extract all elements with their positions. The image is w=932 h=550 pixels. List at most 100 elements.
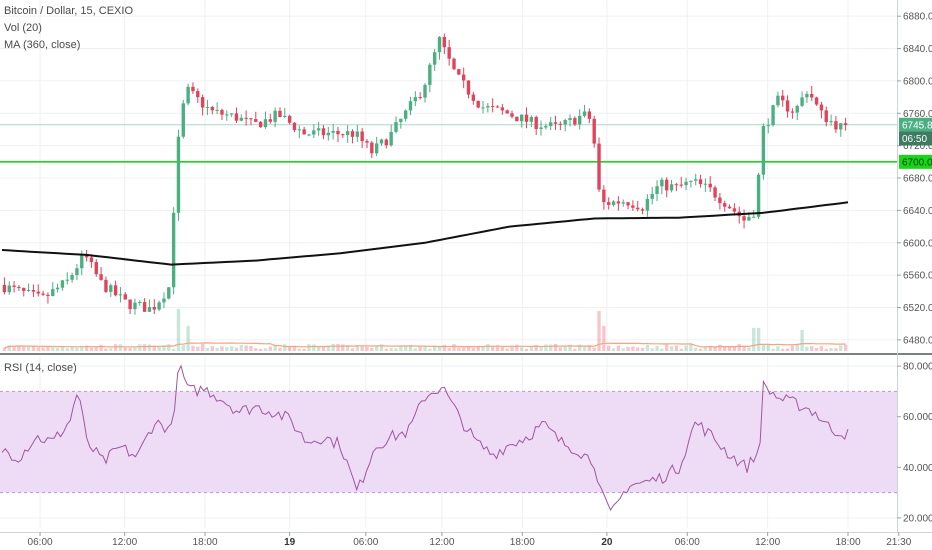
candle-body <box>834 121 838 130</box>
candle-body <box>461 74 466 81</box>
volume-ma-line <box>4 342 846 349</box>
volume-bar <box>843 344 848 351</box>
candle-body <box>621 202 625 204</box>
volume-legend[interactable]: Vol (20) <box>4 22 42 34</box>
candle-body <box>316 128 321 131</box>
volume-bar <box>239 345 243 351</box>
time-tick-label: 06:00 <box>28 537 53 548</box>
candle-body <box>829 121 833 123</box>
candle-body <box>529 116 534 122</box>
candle-body <box>60 280 65 288</box>
candle-body <box>694 179 698 181</box>
price-tick-label: 6680.00 <box>903 174 932 185</box>
candle-body <box>118 294 123 296</box>
candle-body <box>326 132 331 136</box>
volume-bar <box>365 346 369 351</box>
candle-body <box>510 113 514 117</box>
candle-body <box>258 121 263 128</box>
volume-bar <box>563 345 567 351</box>
volume-bar <box>254 348 258 351</box>
volume-bar <box>766 345 770 351</box>
volume-bar <box>713 346 717 351</box>
volume-bar <box>631 346 635 351</box>
candle-body <box>104 279 108 292</box>
volume-bar <box>283 344 287 351</box>
price-tags: 6745.80 06:50 6700.00 <box>899 117 932 169</box>
volume-bar <box>70 346 74 351</box>
horizontal-line-tag-bg <box>899 154 932 169</box>
candle-body <box>283 115 287 117</box>
volume-bar <box>384 348 389 351</box>
volume-bar <box>157 346 161 351</box>
candle-body <box>684 181 688 186</box>
candle-body <box>771 105 775 126</box>
volume-bar <box>592 347 596 351</box>
candle-body <box>708 183 712 188</box>
candle-body <box>674 184 679 186</box>
volume-bar <box>287 345 292 351</box>
time-tick-label: 18:00 <box>835 537 860 548</box>
volume-bar <box>123 347 127 351</box>
volume-bar <box>752 327 756 351</box>
candle-body <box>785 100 790 112</box>
price-axis[interactable]: 6480.00 6520.00 6560.00 6600.00 6640.00 6680.… <box>897 12 932 347</box>
volume-bar <box>510 345 514 351</box>
rsi-overbought-oversold-band <box>0 391 897 493</box>
time-axis[interactable]: 06:00 12:00 18:00 19 06:00 12:00 18:00 20 06:00 1… <box>28 532 912 548</box>
candle-body <box>254 119 258 122</box>
horizontal-line-tag: 6700.00 <box>902 157 932 168</box>
price-tick-label: 6600.00 <box>903 238 932 249</box>
candle-body <box>713 187 717 198</box>
candle-body <box>51 289 55 296</box>
volume-bar <box>345 344 350 351</box>
volume-bar <box>326 345 331 351</box>
volume-bar <box>544 344 548 351</box>
volume-bar <box>824 348 828 351</box>
candle-body <box>176 136 181 213</box>
volume-bar <box>176 309 181 351</box>
volume-bar <box>718 344 722 351</box>
volume-bar <box>307 344 311 351</box>
candle-body <box>490 106 495 108</box>
candle-body <box>186 86 190 104</box>
ma-legend[interactable]: MA (360, close) <box>4 39 81 51</box>
candle-body <box>839 123 843 130</box>
candle-body <box>89 257 94 263</box>
volume-bar <box>650 348 654 351</box>
candle-body <box>205 106 210 108</box>
volume-bar <box>621 348 625 351</box>
symbol-legend[interactable]: Bitcoin / Dollar, 15, CEXIO <box>4 5 133 17</box>
volume-bar <box>370 347 374 351</box>
volume-bar <box>597 311 601 351</box>
candle-body <box>55 287 60 290</box>
volume-bar <box>761 345 766 351</box>
volume-bar <box>350 348 355 351</box>
candle-body <box>723 203 727 207</box>
rsi-legend[interactable]: RSI (14, close) <box>4 362 77 374</box>
price-tick-label: 6880.00 <box>903 12 932 23</box>
candle-body <box>46 294 50 296</box>
volume-bar <box>602 325 606 351</box>
candle-body <box>640 209 645 211</box>
candle-body <box>157 302 161 310</box>
candle-body <box>428 64 432 85</box>
candle-body <box>578 115 582 125</box>
candle-body <box>457 69 461 75</box>
volume-bar <box>75 347 79 351</box>
candle-body <box>94 262 98 275</box>
time-tick-label: 06:00 <box>353 537 378 548</box>
candle-body <box>355 131 360 137</box>
candle-body <box>665 179 669 191</box>
volume-bar <box>99 344 103 351</box>
volume-bar <box>147 344 152 351</box>
candle-body <box>495 106 500 108</box>
volume-bar <box>167 344 171 351</box>
candle-body <box>123 294 127 300</box>
candle-body <box>273 110 277 122</box>
volume-bar <box>539 347 543 351</box>
candle-body <box>147 307 152 312</box>
candle-body <box>171 212 176 288</box>
